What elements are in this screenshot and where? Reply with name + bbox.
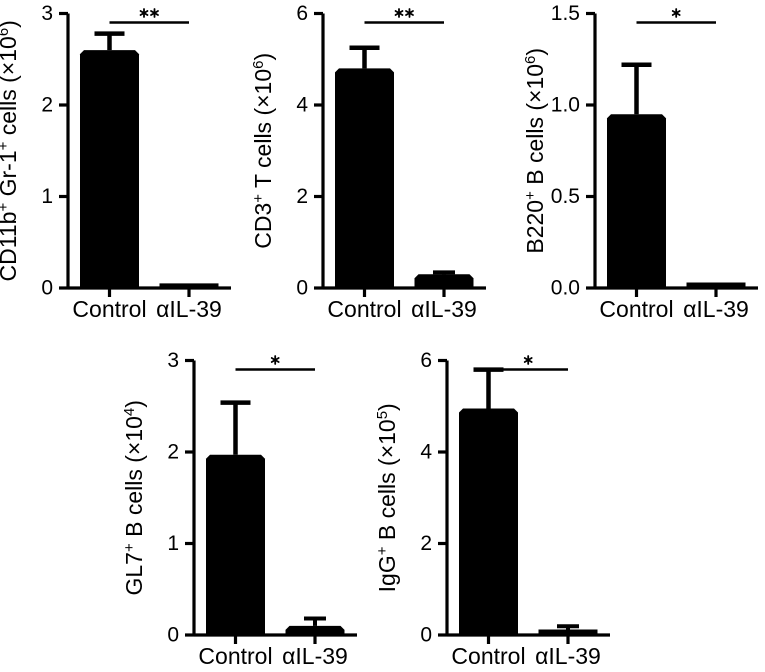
svg-text:0: 0	[420, 624, 432, 647]
svg-text:6: 6	[420, 349, 432, 372]
svg-text:αIL-39: αIL-39	[156, 296, 222, 322]
svg-text:4: 4	[420, 441, 432, 464]
svg-text:0: 0	[41, 277, 53, 300]
svg-text:0: 0	[296, 277, 308, 300]
svg-text:CD11b+ Gr-1+ cells (×106): CD11b+ Gr-1+ cells (×106)	[0, 20, 21, 281]
svg-text:2: 2	[41, 94, 53, 117]
svg-text:1: 1	[41, 185, 53, 208]
svg-text:CD3+ T cells (×106): CD3+ T cells (×106)	[250, 53, 277, 249]
svg-text:2: 2	[296, 185, 308, 208]
svg-text:Control: Control	[198, 643, 272, 669]
svg-text:αIL-39: αIL-39	[535, 643, 601, 669]
svg-text:GL7+ B cells (×104): GL7+ B cells (×104)	[121, 400, 148, 595]
svg-text:2: 2	[167, 441, 179, 464]
svg-text:0: 0	[167, 624, 179, 647]
svg-text:αIL-39: αIL-39	[282, 643, 348, 669]
svg-text:B220+ B cells (×106): B220+ B cells (×106)	[522, 48, 549, 254]
svg-text:αIL-39: αIL-39	[683, 296, 749, 322]
svg-text:0.5: 0.5	[551, 185, 580, 208]
svg-text:3: 3	[41, 2, 53, 25]
svg-text:0.0: 0.0	[551, 277, 580, 300]
svg-text:1.5: 1.5	[551, 2, 580, 25]
svg-text:1: 1	[167, 532, 179, 555]
svg-text:1.0: 1.0	[551, 94, 580, 117]
svg-text:αIL-39: αIL-39	[411, 296, 477, 322]
svg-text:Control: Control	[72, 296, 146, 322]
svg-text:Control: Control	[327, 296, 401, 322]
svg-text:Control: Control	[451, 643, 525, 669]
svg-text:3: 3	[167, 349, 179, 372]
svg-text:6: 6	[296, 2, 308, 25]
svg-text:2: 2	[420, 532, 432, 555]
svg-text:4: 4	[296, 94, 308, 117]
svg-text:Control: Control	[599, 296, 673, 322]
svg-text:IgG+ B cells (×105): IgG+ B cells (×105)	[374, 403, 401, 592]
